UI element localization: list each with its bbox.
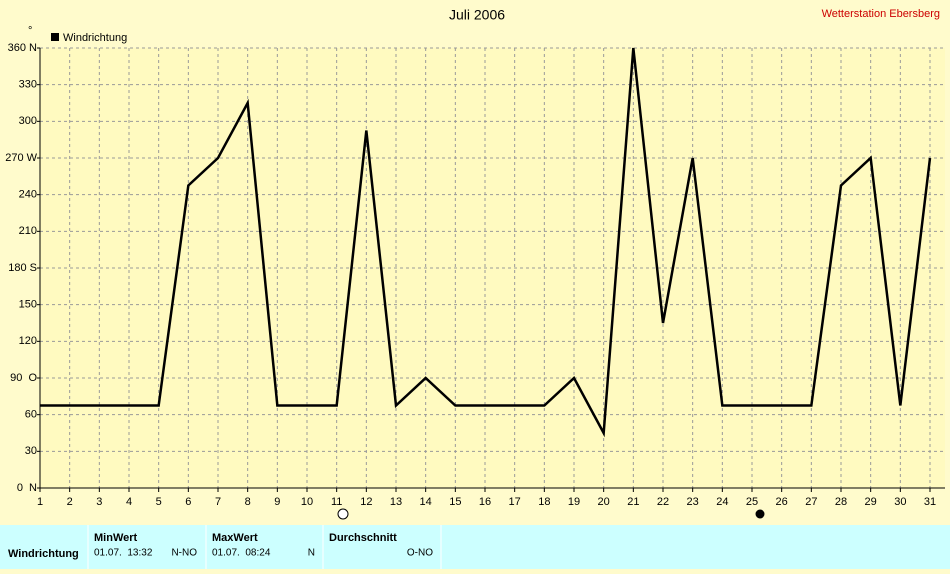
y-tick-label: 30 — [25, 445, 37, 457]
x-tick-label: 25 — [746, 496, 758, 508]
x-tick-label: 22 — [657, 496, 669, 508]
y-tick-label: 330 — [19, 79, 37, 91]
table-header: MaxWert — [212, 532, 258, 544]
chart-title: Juli 2006 — [449, 7, 505, 23]
x-tick-label: 3 — [96, 496, 102, 508]
station: Wetterstation Ebersberg — [822, 8, 940, 20]
x-tick-label: 8 — [245, 496, 251, 508]
y-tick-label: 360 N — [8, 42, 37, 54]
x-tick-label: 28 — [835, 496, 847, 508]
x-tick-label: 16 — [479, 496, 491, 508]
full-moon-icon — [337, 508, 349, 520]
x-tick-label: 5 — [156, 496, 162, 508]
legend-swatch — [51, 33, 59, 41]
x-tick-label: 4 — [126, 496, 132, 508]
y-tick-label: 120 — [19, 335, 37, 347]
y-unit: ° — [28, 25, 32, 37]
x-tick-label: 9 — [274, 496, 280, 508]
x-tick-label: 13 — [390, 496, 402, 508]
x-tick-label: 24 — [716, 496, 728, 508]
table-cell: N — [308, 548, 315, 559]
y-tick-label: 210 — [19, 225, 37, 237]
x-tick-label: 18 — [538, 496, 550, 508]
x-tick-label: 26 — [776, 496, 788, 508]
x-tick-label: 2 — [67, 496, 73, 508]
table-cell: 01.07. 08:24 — [212, 548, 271, 559]
y-tick-label: 300 — [19, 115, 37, 127]
table-bg — [0, 525, 950, 569]
y-tick-label: 90 O — [10, 372, 37, 384]
x-tick-label: 12 — [360, 496, 372, 508]
x-tick-label: 15 — [449, 496, 461, 508]
x-tick-label: 29 — [865, 496, 877, 508]
x-tick-label: 23 — [687, 496, 699, 508]
x-tick-label: 20 — [598, 496, 610, 508]
y-tick-label: 150 — [19, 299, 37, 311]
table-header: Durchschnitt — [329, 532, 397, 544]
x-tick-label: 30 — [894, 496, 906, 508]
y-tick-label: 180 S — [8, 262, 37, 274]
x-tick-label: 21 — [627, 496, 639, 508]
table-header: MinWert — [94, 532, 138, 544]
table-cell: 01.07. 13:32 — [94, 548, 153, 559]
x-tick-label: 19 — [568, 496, 580, 508]
y-tick-label: 60 — [25, 409, 37, 421]
legend-label: Windrichtung — [63, 32, 127, 44]
x-tick-label: 7 — [215, 496, 221, 508]
x-tick-label: 14 — [420, 496, 432, 508]
x-tick-label: 11 — [331, 496, 342, 508]
table-cell: O-NO — [407, 548, 433, 559]
table-cell: N-NO — [171, 548, 197, 559]
y-tick-label: 0 N — [17, 482, 37, 494]
y-tick-label: 270 W — [5, 152, 37, 164]
x-tick-label: 10 — [301, 496, 313, 508]
data-line — [40, 47, 932, 438]
x-tick-label: 1 — [37, 496, 43, 508]
x-tick-label: 6 — [185, 496, 191, 508]
x-tick-label: 17 — [509, 496, 521, 508]
table-row-label: Windrichtung — [8, 548, 79, 560]
x-tick-label: 31 — [924, 496, 936, 508]
x-tick-label: 27 — [805, 496, 817, 508]
y-tick-label: 240 — [19, 189, 37, 201]
new-moon-icon — [755, 509, 765, 519]
